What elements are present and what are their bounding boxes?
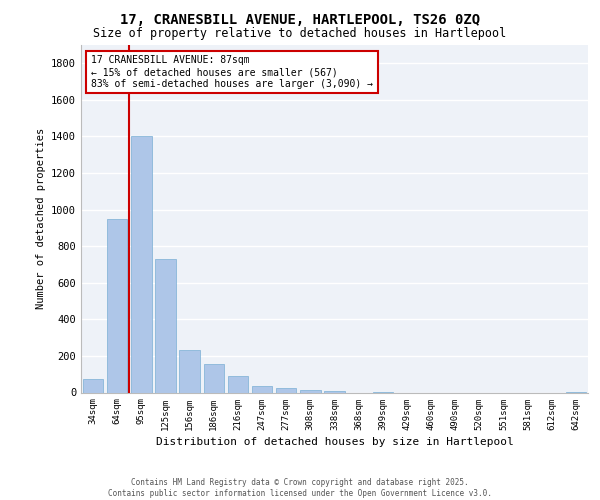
Text: 17, CRANESBILL AVENUE, HARTLEPOOL, TS26 0ZQ: 17, CRANESBILL AVENUE, HARTLEPOOL, TS26 …: [120, 12, 480, 26]
Bar: [276, 388, 296, 392]
X-axis label: Distribution of detached houses by size in Hartlepool: Distribution of detached houses by size …: [155, 436, 514, 446]
Bar: [107, 219, 127, 392]
Bar: [252, 386, 272, 392]
Bar: [324, 390, 345, 392]
Bar: [131, 136, 152, 392]
Text: Contains HM Land Registry data © Crown copyright and database right 2025.
Contai: Contains HM Land Registry data © Crown c…: [108, 478, 492, 498]
Bar: [300, 390, 320, 392]
Text: Size of property relative to detached houses in Hartlepool: Size of property relative to detached ho…: [94, 28, 506, 40]
Y-axis label: Number of detached properties: Number of detached properties: [35, 128, 46, 310]
Bar: [83, 379, 103, 392]
Bar: [203, 364, 224, 392]
Bar: [179, 350, 200, 393]
Bar: [155, 259, 176, 392]
Text: 17 CRANESBILL AVENUE: 87sqm
← 15% of detached houses are smaller (567)
83% of se: 17 CRANESBILL AVENUE: 87sqm ← 15% of det…: [91, 56, 373, 88]
Bar: [227, 376, 248, 392]
